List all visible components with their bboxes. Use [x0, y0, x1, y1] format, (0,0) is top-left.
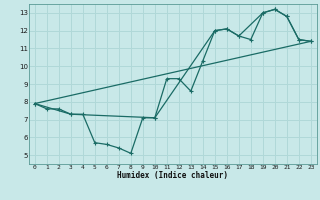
X-axis label: Humidex (Indice chaleur): Humidex (Indice chaleur): [117, 171, 228, 180]
